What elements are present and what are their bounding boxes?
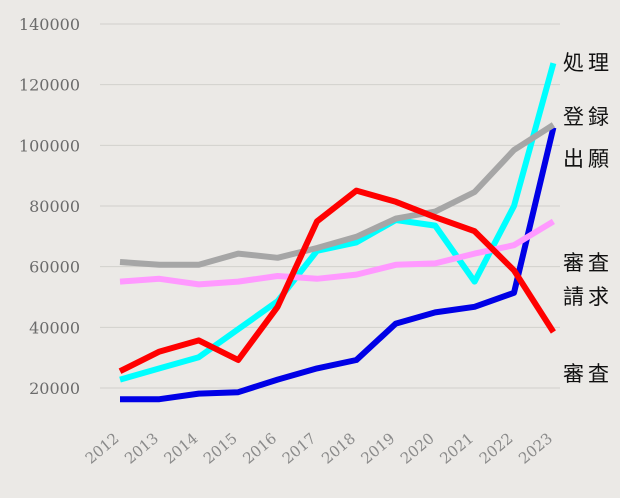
series-label: 登録	[563, 105, 613, 129]
y-tick-label: 20000	[29, 379, 80, 398]
series-label: 審査	[563, 362, 613, 386]
series-label: 出願	[563, 147, 613, 171]
x-tick-label: 2017	[279, 429, 320, 467]
series-label: 請求	[563, 285, 613, 309]
y-tick-label: 100000	[19, 136, 80, 155]
x-tick-label: 2014	[161, 429, 202, 467]
x-tick-label: 2022	[476, 429, 517, 467]
x-axis-ticks: 2012201320142015201620172018201920202021…	[82, 429, 556, 467]
series-label: 審査	[563, 251, 613, 275]
x-tick-label: 2018	[318, 429, 359, 467]
series-line	[120, 63, 553, 379]
x-tick-label: 2013	[121, 429, 162, 467]
x-tick-label: 2023	[515, 429, 556, 467]
x-tick-label: 2021	[436, 429, 477, 467]
series-line	[120, 221, 553, 284]
x-tick-label: 2015	[200, 429, 241, 467]
y-tick-label: 40000	[29, 318, 80, 337]
series-lines	[120, 63, 553, 399]
x-tick-label: 2016	[239, 429, 280, 467]
x-tick-label: 2019	[358, 429, 399, 467]
series-labels: 処理登録出願審査請求審査	[563, 51, 613, 386]
y-axis-ticks: 140000 120000 100000 80000 60000 40000 20000	[19, 15, 80, 398]
y-tick-label: 120000	[19, 76, 80, 95]
y-tick-label: 60000	[29, 258, 80, 277]
grid-lines	[100, 24, 560, 388]
x-tick-label: 2020	[397, 429, 438, 467]
x-tick-label: 2012	[82, 429, 123, 467]
series-label: 処理	[563, 51, 613, 75]
y-tick-label: 80000	[29, 197, 80, 216]
y-tick-label: 140000	[19, 15, 80, 34]
